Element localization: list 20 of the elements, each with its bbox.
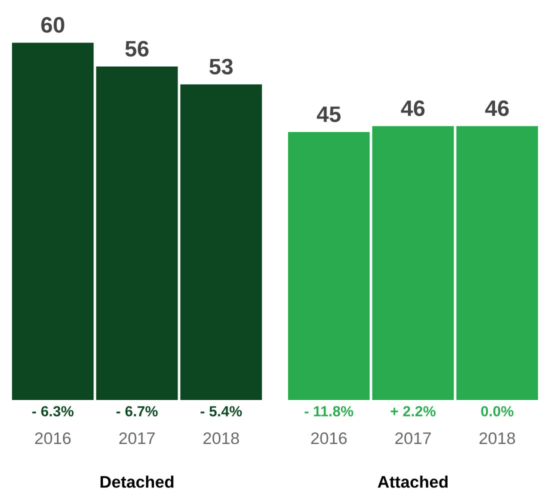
data-label: 60 [41,17,64,33]
x-tick-label: 2016 [311,432,347,444]
data-label: 46 [401,100,425,116]
text: - 6.7% [116,406,158,416]
text: Attached [378,476,448,488]
data-label: 45 [316,106,341,122]
text: - 6.3% [32,406,74,416]
data-label: 53 [209,58,233,74]
text: - 5.4% [200,406,242,416]
text: 0.0% [481,406,514,416]
data-label: 46 [485,100,509,116]
text: - 11.8% [304,406,354,416]
x-tick-label: 2018 [479,432,515,444]
data-label: 56 [125,40,149,57]
x-tick-label: 2018 [203,432,239,444]
x-tick-label: 2017 [395,432,431,444]
x-tick-label: 2016 [35,432,71,444]
text: Detached [100,476,174,488]
text: + 2.2% [390,406,436,416]
x-tick-label: 2017 [119,432,155,444]
